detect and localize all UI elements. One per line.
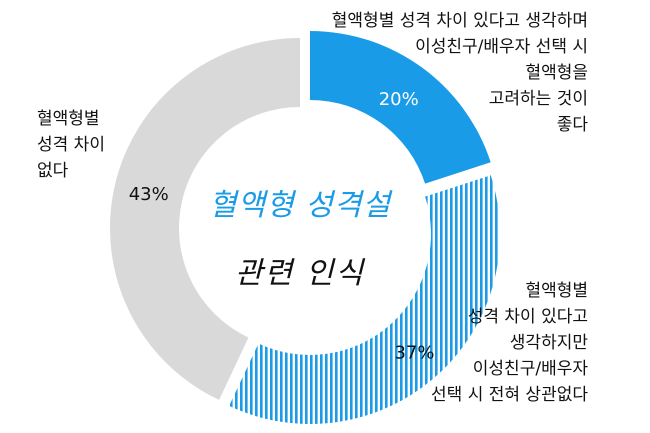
donut-slice-37 bbox=[229, 175, 500, 424]
donut-slice-43 bbox=[110, 38, 300, 400]
slice-label-37: 혈액형별 성격 차이 있다고 생각하지만 이성친구/배우자 선택 시 전혀 상관… bbox=[431, 278, 588, 408]
slice-label-line: 선택 시 전혀 상관없다 bbox=[431, 385, 588, 405]
slice-label-line: 이성친구/배우자 bbox=[472, 359, 588, 379]
slice-label-line: 성격 차이 있다고 bbox=[467, 307, 588, 327]
slice-label-line: 혈액형을 bbox=[525, 63, 588, 83]
slice-label-line: 생각하지만 bbox=[509, 333, 588, 353]
slices-group: 20% 37% 43% bbox=[110, 31, 500, 424]
slice-label-line: 성격 차이 bbox=[37, 135, 105, 155]
slice-label-line: 이성친구/배우자 선택 시 bbox=[415, 37, 588, 57]
donut-value-label: 20% bbox=[379, 89, 419, 110]
slice-label-43: 혈액형별 성격 차이 없다 bbox=[37, 106, 105, 184]
slice-label-line: 혈액형별 성격 차이 있다고 생각하며 bbox=[331, 11, 588, 31]
chart-subtitle: 관련 인식 bbox=[235, 256, 365, 291]
slice-label-20: 혈액형별 성격 차이 있다고 생각하며 이성친구/배우자 선택 시 혈액형을 고… bbox=[332, 8, 588, 138]
slice-label-line: 혈액형별 bbox=[525, 281, 588, 301]
slice-label-line: 혈액형별 bbox=[37, 109, 100, 129]
chart-title: 혈액형 성격설 bbox=[208, 188, 392, 223]
donut-value-label: 37% bbox=[394, 343, 434, 364]
slice-label-line: 없다 bbox=[37, 161, 69, 181]
slice-label-line: 고려하는 것이 bbox=[488, 89, 588, 109]
donut-slice-20 bbox=[310, 31, 491, 184]
donut-value-label: 43% bbox=[129, 184, 169, 205]
slice-label-line: 좋다 bbox=[556, 115, 588, 135]
